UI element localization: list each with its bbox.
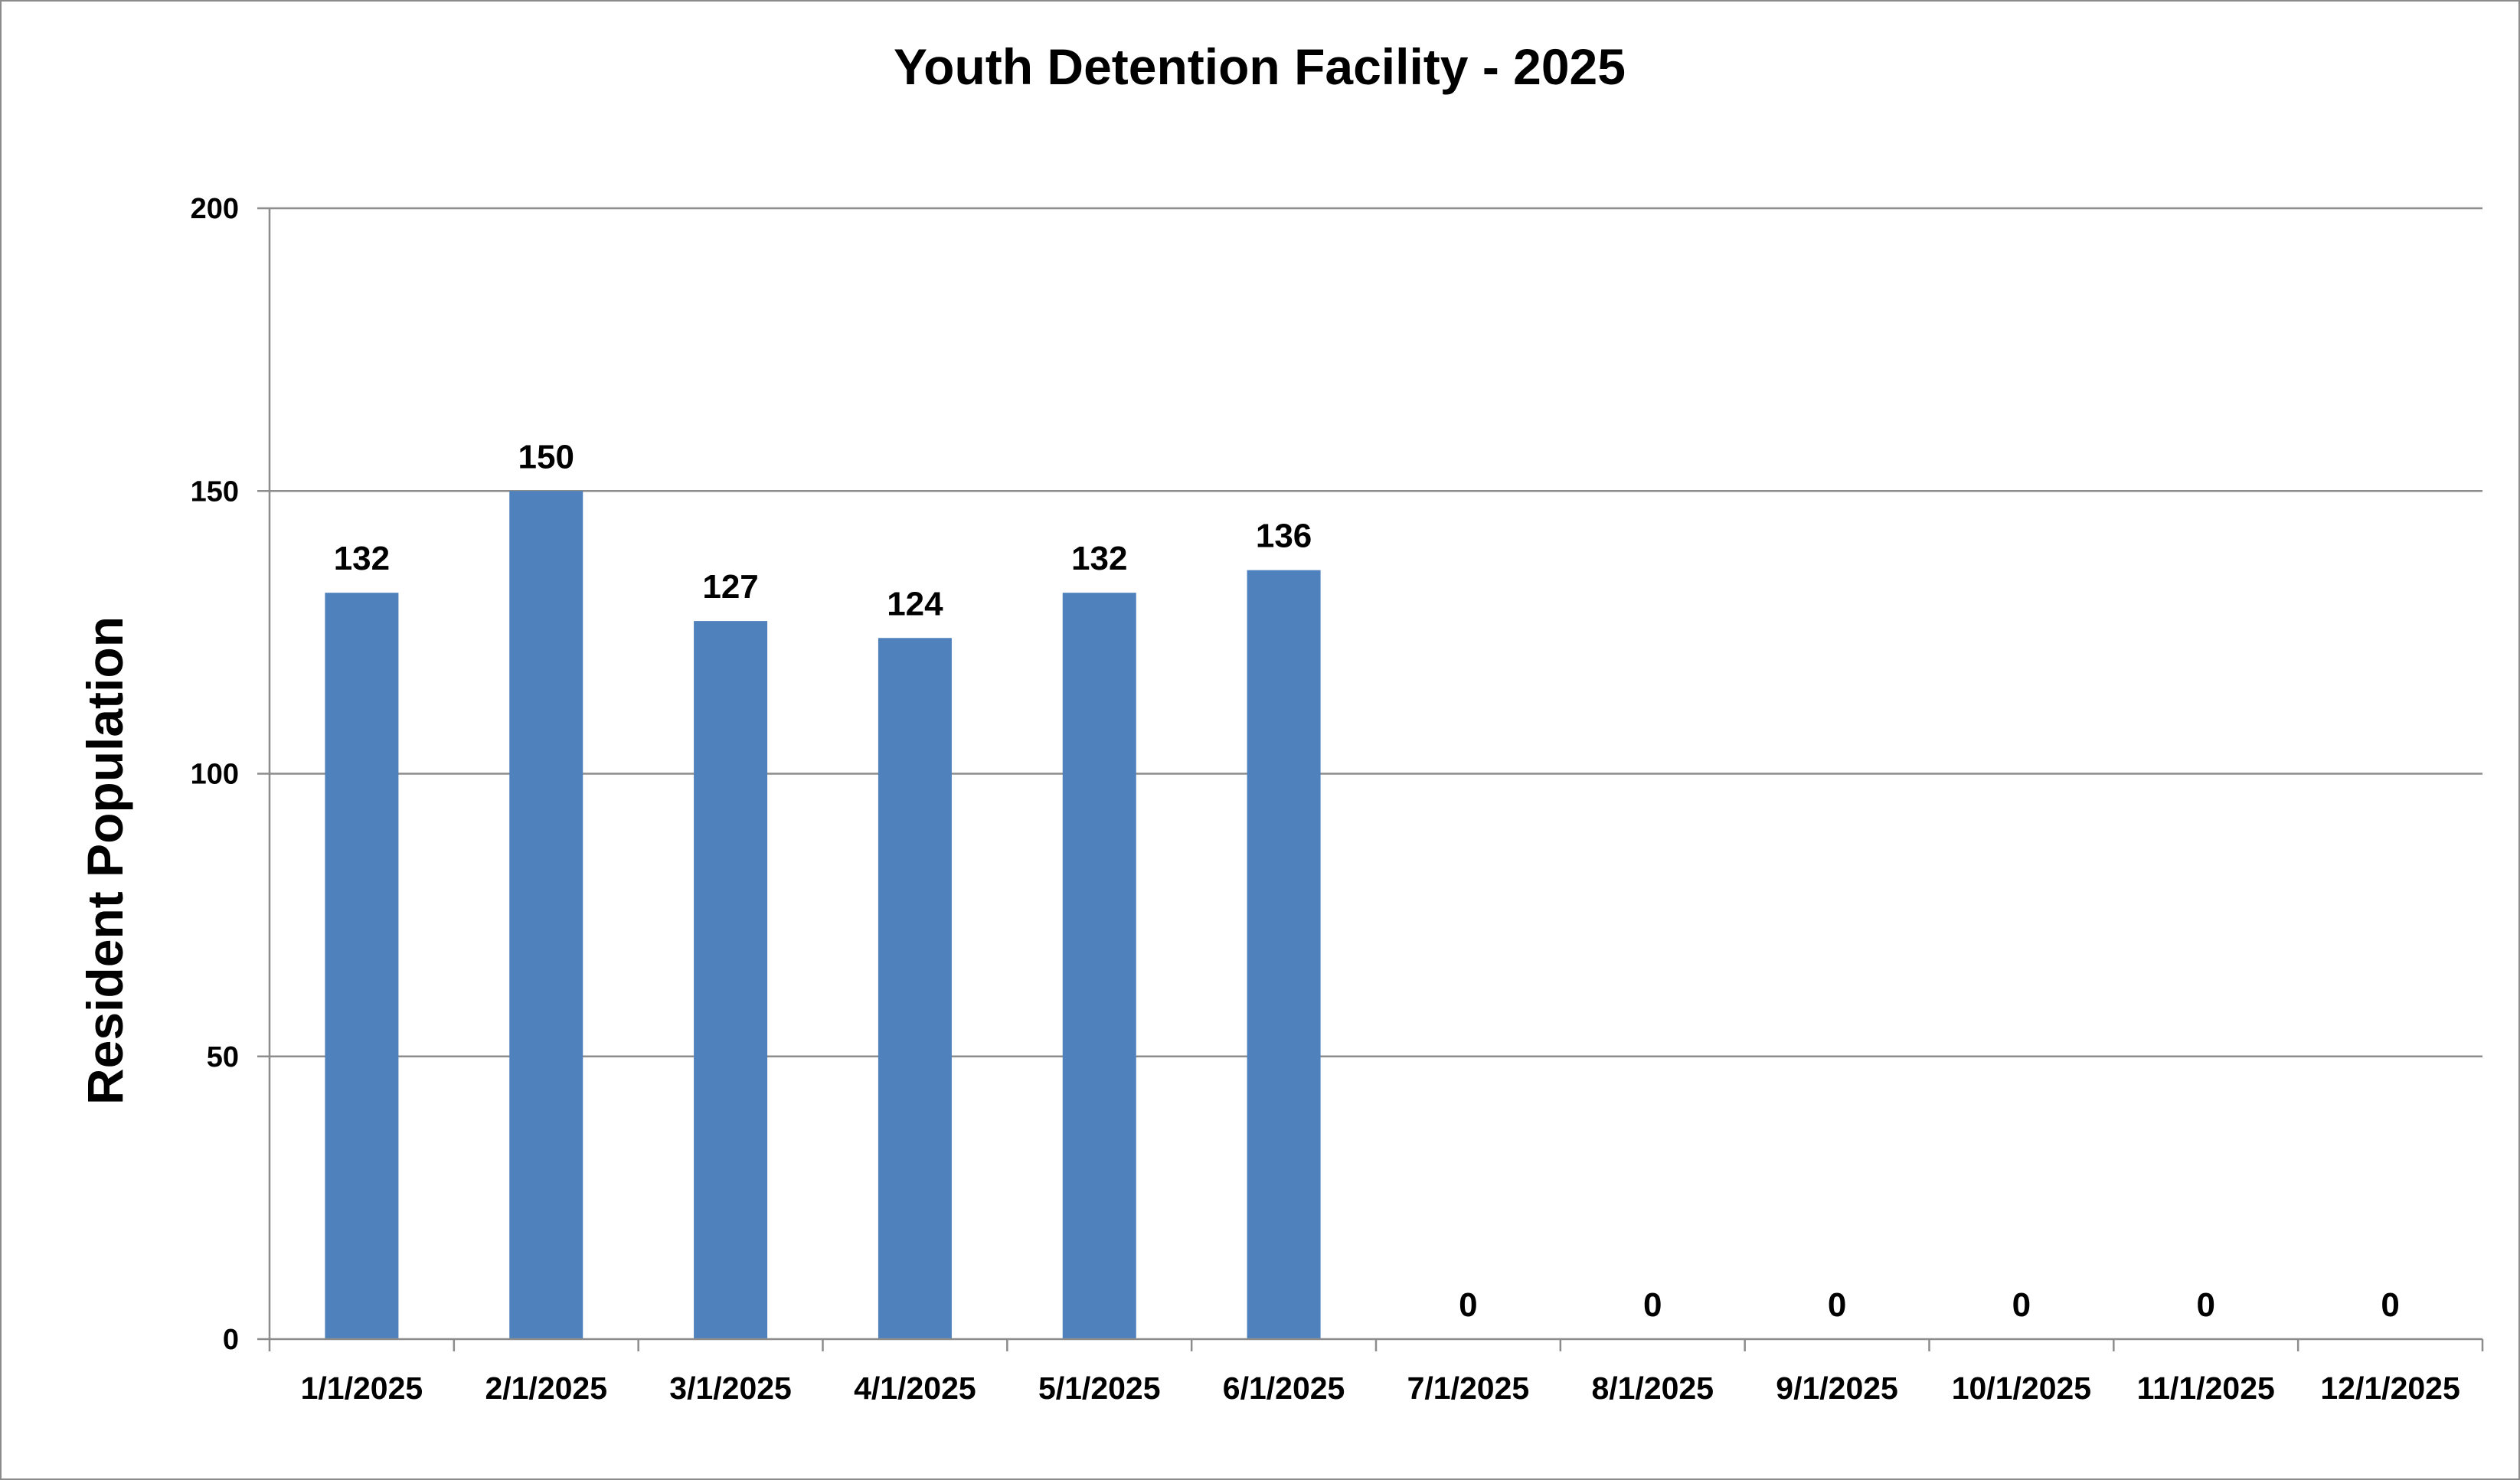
y-tick-label: 200 <box>191 193 239 225</box>
y-axis-label: Resident Population <box>77 616 133 1105</box>
gridlines <box>270 207 2482 1057</box>
labels: 0 50 100 150 200 132 1/1/2025 150 2/1/2025 127 3/1… <box>191 193 2460 1406</box>
x-tick-label: 4/1/2025 <box>854 1371 976 1406</box>
chart-title: Youth Detention Facility - 2025 <box>894 38 1626 95</box>
x-tick-label: 3/1/2025 <box>669 1371 792 1406</box>
data-label: 0 <box>1459 1286 1477 1324</box>
x-tick-label: 1/1/2025 <box>301 1371 423 1406</box>
bar <box>1062 593 1136 1339</box>
y-tick-label: 150 <box>191 475 239 508</box>
y-tick-label: 50 <box>207 1041 239 1073</box>
x-tick-label: 10/1/2025 <box>1952 1371 2091 1406</box>
data-label: 124 <box>887 585 943 622</box>
x-tick-label: 12/1/2025 <box>2320 1371 2460 1406</box>
x-tick-label: 6/1/2025 <box>1223 1371 1345 1406</box>
data-label: 0 <box>2012 1286 2031 1324</box>
data-label: 150 <box>518 438 574 475</box>
x-tick-label: 5/1/2025 <box>1038 1371 1161 1406</box>
data-label: 0 <box>1643 1286 1662 1324</box>
data-label: 127 <box>702 568 758 606</box>
x-tick-label: 9/1/2025 <box>1776 1371 1898 1406</box>
data-label: 0 <box>2381 1286 2399 1324</box>
data-label: 0 <box>1828 1286 1846 1324</box>
y-tick-label: 100 <box>191 759 239 791</box>
data-label: 132 <box>334 540 390 577</box>
x-tick-label: 11/1/2025 <box>2137 1371 2275 1406</box>
bar <box>1247 570 1321 1339</box>
bar <box>878 638 952 1339</box>
x-tick-label: 8/1/2025 <box>1591 1371 1714 1406</box>
y-tick-label: 0 <box>223 1324 239 1356</box>
bar <box>325 593 399 1339</box>
data-label: 0 <box>2197 1286 2215 1324</box>
x-tick-label: 2/1/2025 <box>485 1371 607 1406</box>
axes <box>257 207 2484 1351</box>
bar <box>509 491 583 1339</box>
x-tick-label: 7/1/2025 <box>1407 1371 1530 1406</box>
data-label: 136 <box>1256 518 1312 555</box>
bar <box>694 621 768 1339</box>
data-label: 132 <box>1071 540 1127 577</box>
bars <box>325 491 1321 1339</box>
